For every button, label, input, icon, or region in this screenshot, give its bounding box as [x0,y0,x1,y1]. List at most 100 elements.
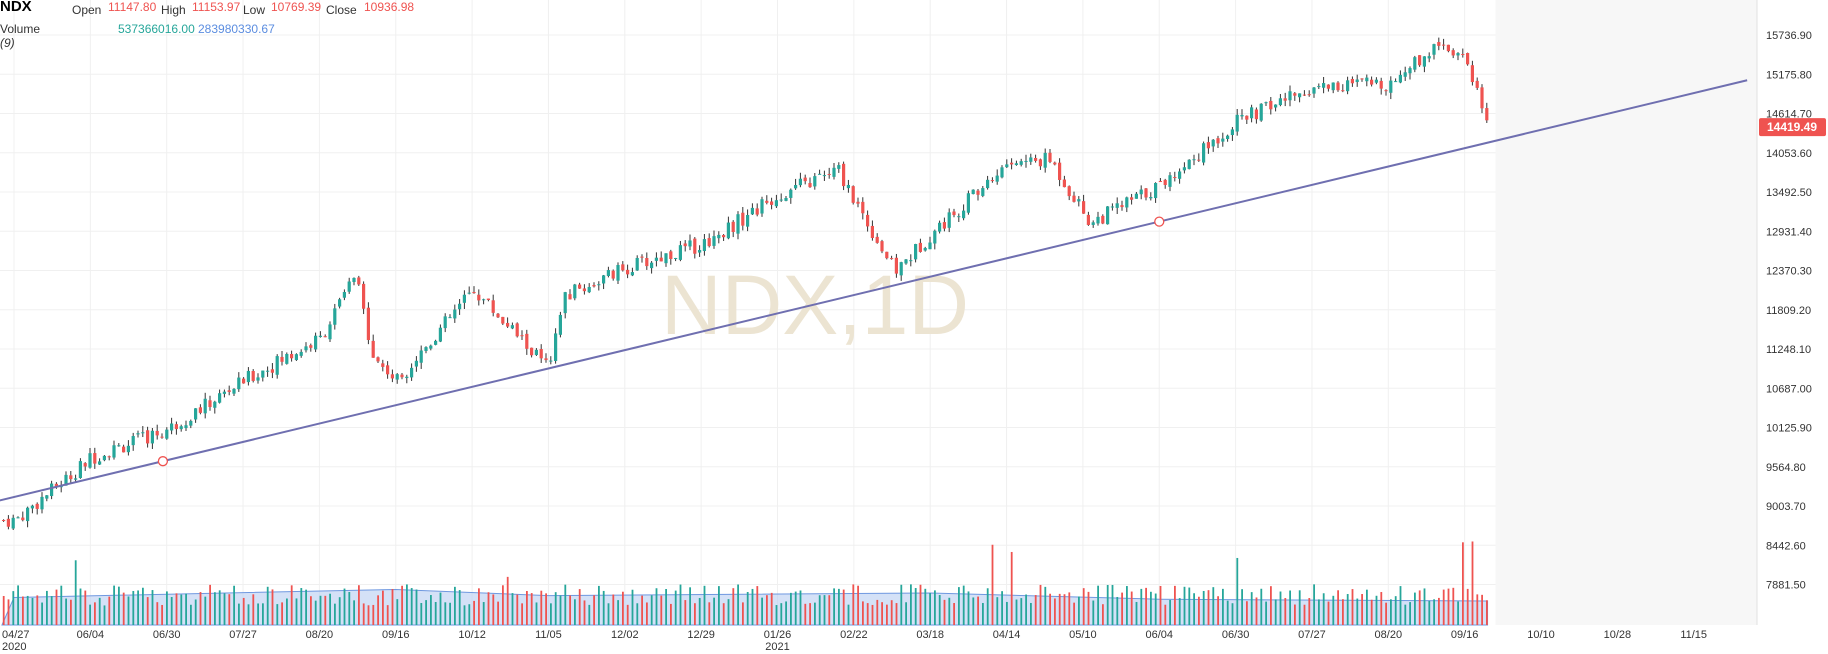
volume-bar [146,597,149,625]
volume-bar [113,585,115,625]
candle-up [1000,167,1004,178]
candle-down [362,283,366,309]
price-tick-label: 9003.70 [1766,501,1806,513]
candle-up [218,393,222,403]
time-axis[interactable]: 04/27 06/04 06/30 07/27 08/20 09/16 10/12 11/05… [2,629,1707,653]
candle-down [1058,162,1062,180]
volume-bar [1183,586,1186,625]
volume-bar [1414,592,1416,625]
volume-bar [194,599,197,625]
candle-down [1283,98,1287,101]
volume-bar [1034,595,1037,625]
volume-bar [329,593,331,625]
trendline-anchor [157,456,169,467]
volume-bar [761,597,763,625]
candle-up [986,179,990,189]
volume-bar [1246,601,1248,625]
volume-bar [1380,592,1383,625]
volume-bar [564,584,567,625]
price-axis[interactable]: 15736.90 15175.80 14614.70 14053.60 13492.50… [1766,30,1812,592]
volume-bar [900,584,903,625]
volume-bar [305,589,307,625]
volume-bar [204,596,207,625]
volume-bar [602,590,605,625]
volume-bar [703,585,706,625]
candle-down [1350,78,1354,84]
candle-up [1403,72,1407,77]
candle-down [707,238,711,247]
candle-up [712,236,716,246]
candle-down [501,316,505,324]
trendline-anchors[interactable] [157,216,1165,467]
price-tick-label: 10687.00 [1766,383,1812,395]
high-value: 11153.97 [192,0,241,14]
volume-bar [583,600,586,625]
date-tick-label: 11/15 [1680,629,1707,641]
volume-bar [31,597,34,625]
candle-down [659,257,663,262]
date-tick-label: 08/20 [1375,629,1403,641]
volume-bar [1303,604,1306,625]
volume-bar [2,595,5,625]
candle-up [717,234,721,239]
volume-bar [151,590,154,625]
candle-up [1192,159,1196,161]
candle-down [741,212,745,226]
volume-bar [674,590,677,625]
volume-bar [1193,593,1195,625]
volume-bar [530,593,533,625]
volume-bar [439,592,442,625]
candle-up [1259,103,1263,121]
open-value: 11147.80 [108,0,157,14]
candle-down [146,430,150,444]
candle-up [40,496,44,510]
volume-bar [1370,599,1373,625]
candle-up [1221,138,1225,142]
candle-up [424,347,428,351]
price-tick-label: 12931.40 [1766,226,1812,238]
candle-up [126,445,130,453]
candle-up [64,474,68,486]
future-zone-hatch [1495,0,1757,625]
price-tick-label: 7881.50 [1766,580,1806,592]
candle-down [808,183,812,188]
candle-up [899,262,903,276]
candle-down [1010,162,1014,165]
candle-down [755,208,759,215]
candle-up [256,377,260,381]
candle-up [995,175,999,182]
candle-up [909,260,913,262]
volume-bar [718,586,720,625]
candle-down [1480,87,1484,109]
volume-bar [708,602,711,625]
volume-bar [847,604,850,625]
volume-bar [228,594,231,625]
candle-down [1437,42,1441,46]
candle-up [98,461,102,465]
candle-up [299,351,303,356]
volume-bar [521,603,523,625]
candle-up [1408,68,1412,74]
volume-bar [1068,592,1071,625]
candle-up [1096,216,1100,224]
candle-up [1024,160,1028,162]
candle-down [952,211,956,216]
trendline[interactable] [0,79,1748,502]
volume-bar [1054,598,1056,625]
candle-up [150,430,154,444]
volume-bar [137,590,139,625]
candle-up [534,349,538,355]
volume-bar [838,588,840,625]
candle-down [890,258,894,260]
volume-bar [742,602,744,625]
candle-down [472,291,476,294]
volume-bar [1241,589,1243,625]
candle-down [640,256,644,258]
candle-up [1029,157,1033,162]
volume-bar [391,588,394,625]
volume-bar [406,584,408,625]
date-tick-label: 01/26 [764,629,792,641]
candle-down [208,400,212,408]
candle-down [621,264,625,271]
